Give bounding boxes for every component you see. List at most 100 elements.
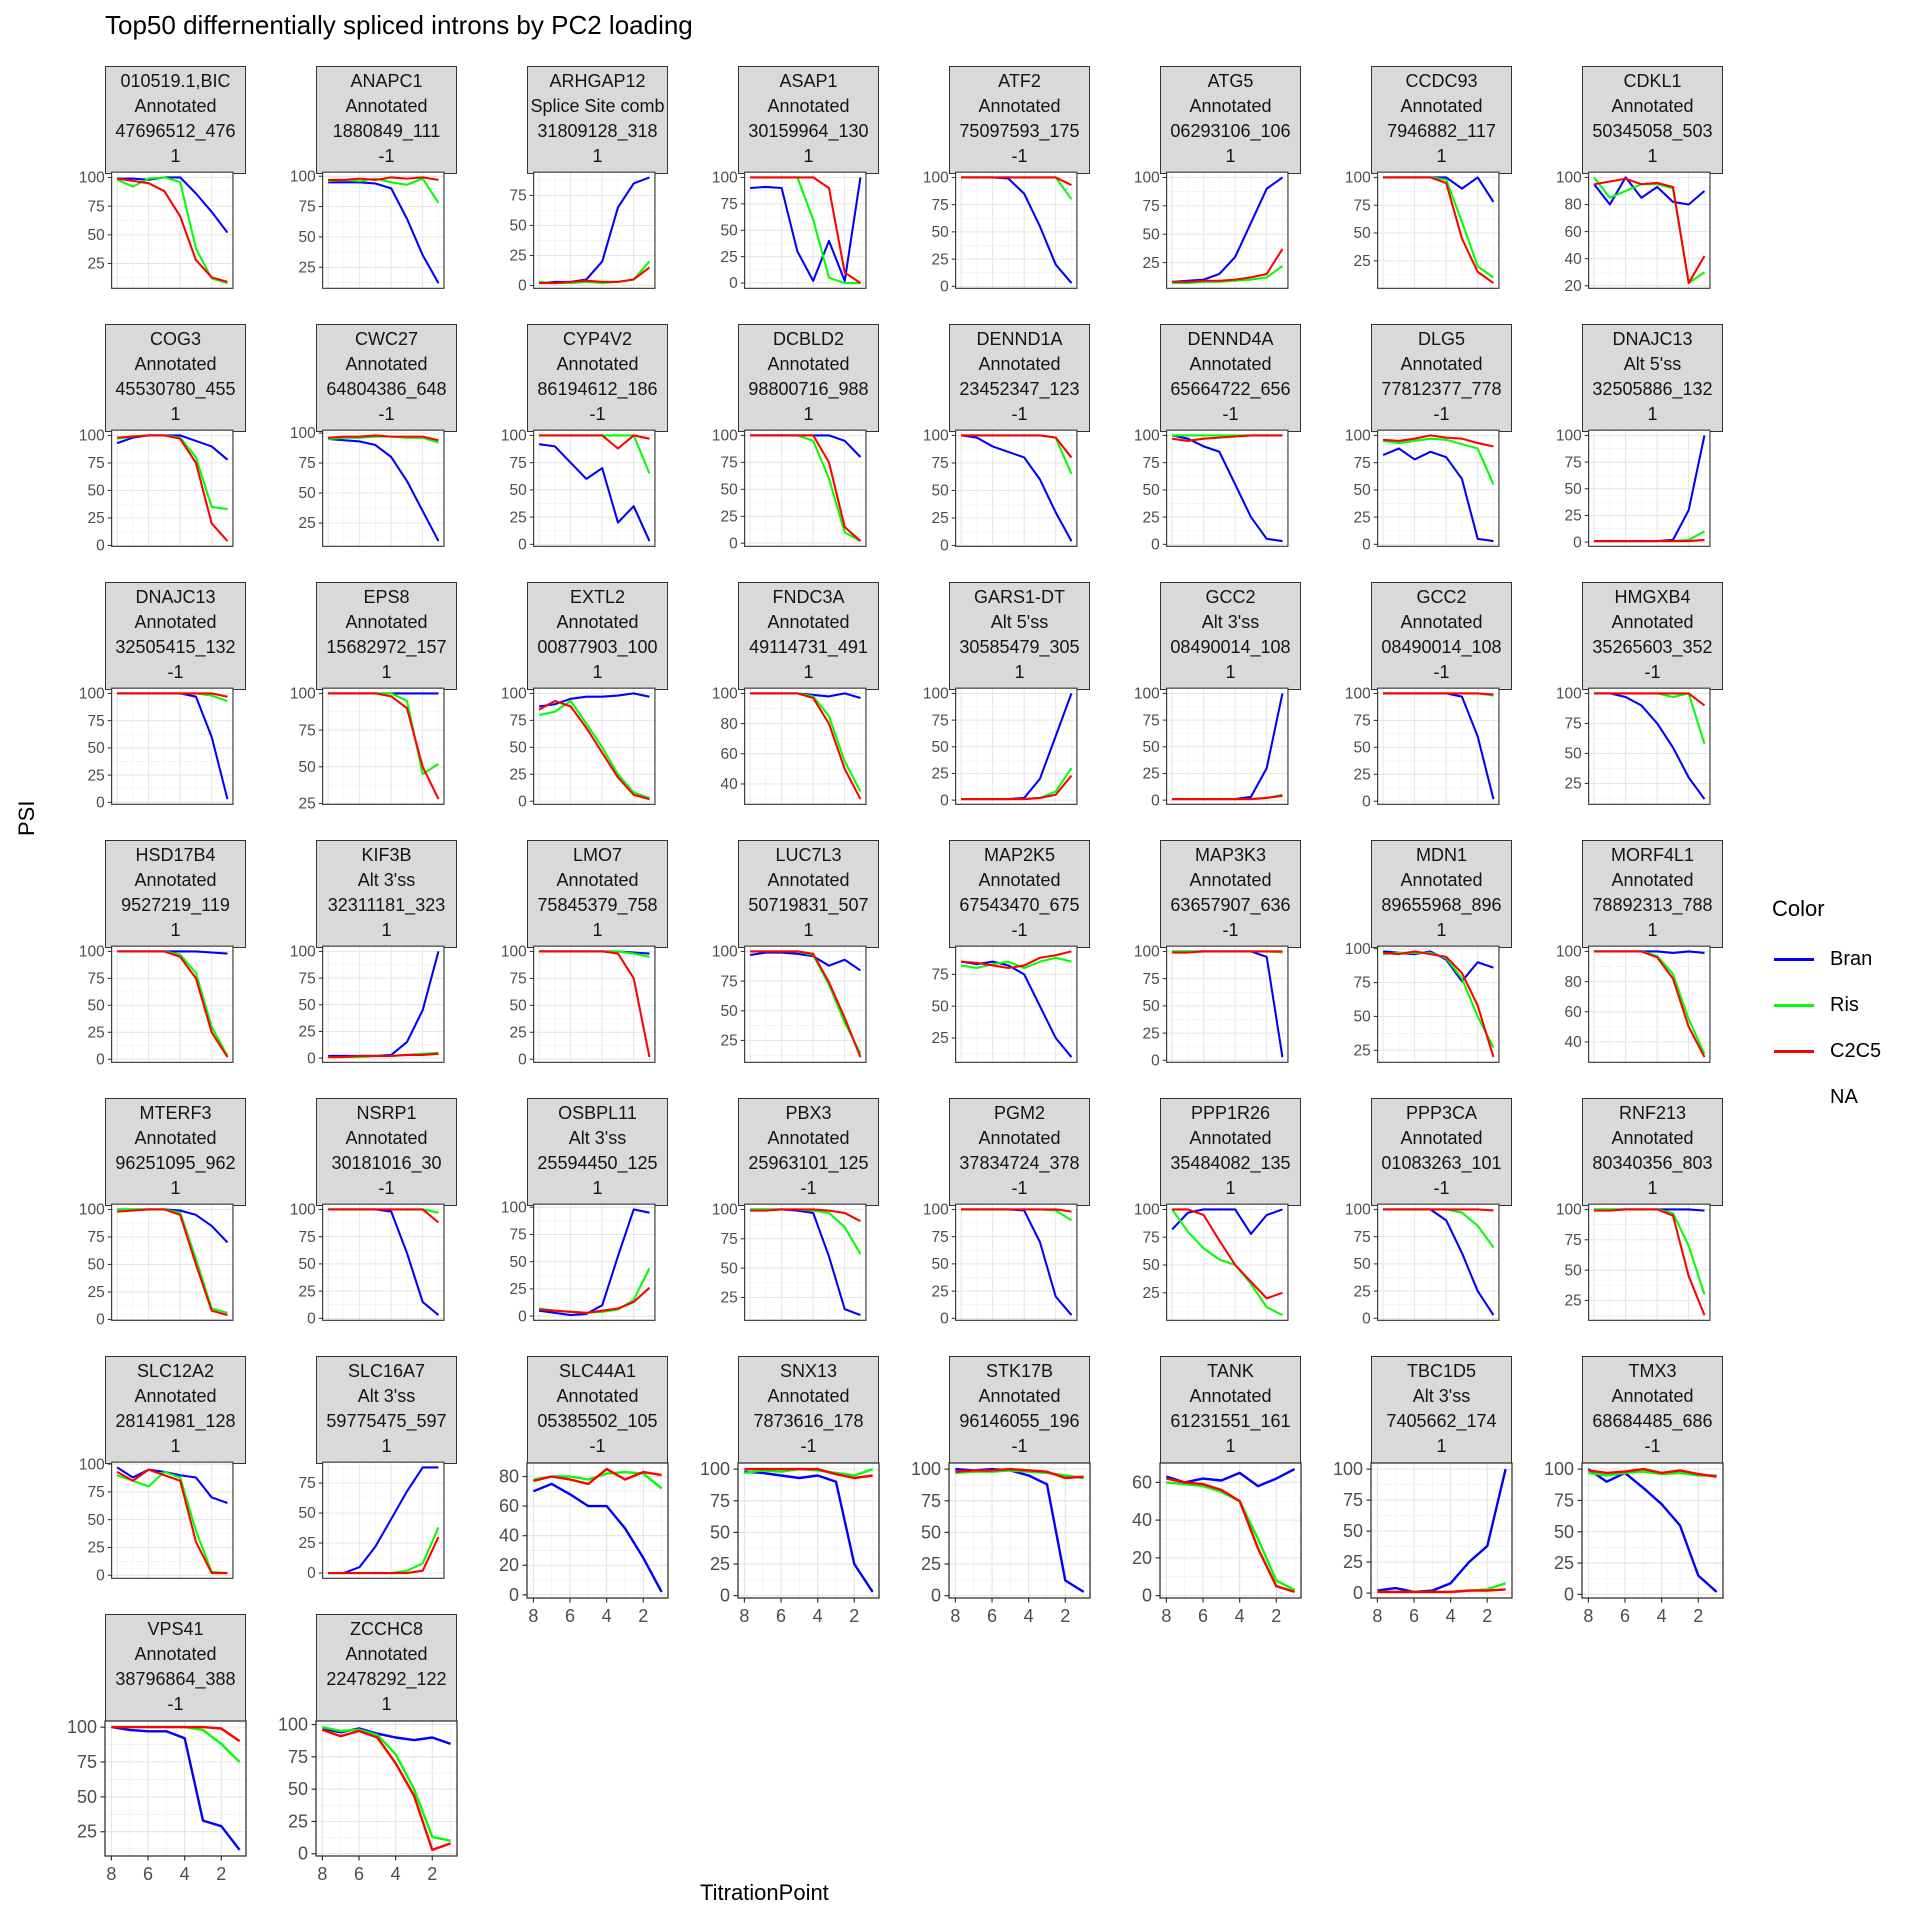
x-tick-label: 2 xyxy=(1060,1606,1070,1626)
facet-strip: MDN1 Annotated 89655968_896 1 xyxy=(1371,840,1512,948)
facet-coords: 63657907_636 xyxy=(1170,895,1291,915)
y-tick-label: 50 xyxy=(1143,998,1160,1015)
facet-strip: 010519.1,BIC Annotated 47696512_476 1 xyxy=(105,66,246,174)
facet-gene: ZCCHC8 xyxy=(349,1619,423,1639)
facet-coords: 45530780_455 xyxy=(115,379,236,399)
x-tick-label: 6 xyxy=(776,1606,786,1626)
facet-strand: 1 xyxy=(1647,920,1658,940)
facet-strip: GCC2 Annotated 08490014_108 -1 xyxy=(1371,582,1512,690)
y-tick-label: 50 xyxy=(932,483,949,500)
facet-coords: 05385502_105 xyxy=(537,1411,658,1431)
y-tick-label: 25 xyxy=(932,1283,949,1300)
facet-strand: -1 xyxy=(589,1436,606,1456)
series-line-bran xyxy=(328,437,440,542)
facet-strand: -1 xyxy=(378,146,395,166)
facet-gene: HMGXB4 xyxy=(1614,587,1691,607)
y-tick-label: 50 xyxy=(299,229,316,246)
y-tick-label: 100 xyxy=(911,1459,941,1479)
facet-coords: 50719831_507 xyxy=(748,895,869,915)
y-tick-label: 0 xyxy=(96,1567,105,1584)
y-tick-label: 75 xyxy=(1354,197,1371,214)
y-tick-label: 0 xyxy=(1151,1052,1160,1069)
facet-panel: 0 25 50 75 100 xyxy=(923,428,1078,555)
y-tick-label: 75 xyxy=(299,199,316,216)
series-line-c2c5 xyxy=(1594,1208,1706,1316)
facet-coords: 06293106_106 xyxy=(1170,121,1291,141)
facet-type: Alt 3'ss xyxy=(1412,1386,1471,1406)
y-tick-label: 75 xyxy=(1565,1232,1582,1249)
y-tick-label: 25 xyxy=(721,508,738,525)
facet-strand: -1 xyxy=(1222,920,1239,940)
facet-strand: -1 xyxy=(1011,1178,1028,1198)
y-tick-label: 25 xyxy=(510,1281,527,1298)
y-tick-label: 100 xyxy=(923,1202,949,1219)
facet-strand: 1 xyxy=(803,662,814,682)
x-tick-label: 8 xyxy=(950,1606,960,1626)
facet-strand: -1 xyxy=(167,1694,184,1714)
series-line-bran xyxy=(750,177,862,282)
facet-strand: -1 xyxy=(1433,404,1450,424)
x-tick-label: 2 xyxy=(216,1864,226,1884)
facet-strand: -1 xyxy=(1011,920,1028,940)
facet-gene: ATG5 xyxy=(1207,71,1254,91)
y-tick-label: 25 xyxy=(1554,1553,1574,1573)
series-line-c2c5 xyxy=(961,1208,1072,1213)
y-tick-label: 100 xyxy=(923,170,949,187)
y-tick-label: 60 xyxy=(1132,1472,1152,1492)
facet-type: Alt 3'ss xyxy=(357,1386,416,1406)
y-tick-label: 100 xyxy=(923,686,949,703)
facet-type: Annotated xyxy=(1400,612,1483,632)
facet-strand: -1 xyxy=(589,404,606,424)
facet-strand: 1 xyxy=(1225,662,1236,682)
series-line-c2c5 xyxy=(1166,1477,1295,1594)
y-tick-label: 25 xyxy=(721,1033,738,1050)
y-tick-label: 0 xyxy=(298,1844,308,1864)
facet-gene: STK17B xyxy=(985,1361,1054,1381)
y-tick-label: 0 xyxy=(940,538,949,555)
y-tick-label: 75 xyxy=(1565,454,1582,471)
facet-strand: 1 xyxy=(803,146,814,166)
facet-panel: 0 25 50 75 100 8 6 4 2 xyxy=(1333,1459,1513,1626)
facet-strand: -1 xyxy=(1011,1436,1028,1456)
facet-gene: NSRP1 xyxy=(356,1103,417,1123)
y-tick-label: 100 xyxy=(290,686,316,703)
series-line-c2c5 xyxy=(961,950,1072,970)
facet-strand: 1 xyxy=(592,662,603,682)
y-tick-label: 50 xyxy=(510,482,527,499)
facet-gene: MAP2K5 xyxy=(983,845,1056,865)
series-line-c2c5 xyxy=(328,1052,439,1059)
y-tick-label: 50 xyxy=(88,740,105,757)
series-line-c2c5 xyxy=(117,1208,228,1317)
facet-gene: ASAP1 xyxy=(779,71,838,91)
series-line-c2c5 xyxy=(1594,692,1706,707)
y-tick-label: 75 xyxy=(1565,716,1582,733)
y-tick-label: 50 xyxy=(721,1260,738,1277)
facet-strand: 1 xyxy=(592,1178,603,1198)
x-tick-label: 6 xyxy=(987,1606,997,1626)
facet-strip: ASAP1 Annotated 30159964_130 1 xyxy=(738,66,879,174)
facet-strip: PPP3CA Annotated 01083263_101 -1 xyxy=(1371,1098,1512,1206)
facet-gene: DENND4A xyxy=(1187,329,1274,349)
y-tick-label: 75 xyxy=(1143,198,1160,215)
facet-gene: TMX3 xyxy=(1628,1361,1677,1381)
y-tick-label: 50 xyxy=(710,1522,730,1542)
facet-type: Annotated xyxy=(1611,1386,1694,1406)
y-tick-label: 75 xyxy=(721,1231,738,1248)
legend-line-icon xyxy=(1774,1049,1814,1053)
y-tick-label: 40 xyxy=(1132,1510,1152,1530)
y-tick-label: 60 xyxy=(721,746,738,763)
facet-panel: 20 40 60 80 100 xyxy=(1556,170,1711,295)
facet-gene: ARHGAP12 xyxy=(549,71,646,91)
facet-gene: PBX3 xyxy=(785,1103,832,1123)
facet-type: Annotated xyxy=(134,1386,217,1406)
facet-coords: 75097593_175 xyxy=(959,121,1080,141)
facet-type: Alt 3'ss xyxy=(1201,612,1260,632)
y-tick-label: 0 xyxy=(96,1051,105,1068)
y-tick-label: 100 xyxy=(501,686,527,703)
x-tick-label: 4 xyxy=(813,1606,823,1626)
facet-type: Annotated xyxy=(767,354,850,374)
y-tick-label: 50 xyxy=(932,739,949,756)
facet-panel: 0 25 50 75 100 xyxy=(923,170,1078,295)
facet-gene: MDN1 xyxy=(1415,845,1467,865)
facet-strip: CDKL1 Annotated 50345058_503 1 xyxy=(1582,66,1723,174)
